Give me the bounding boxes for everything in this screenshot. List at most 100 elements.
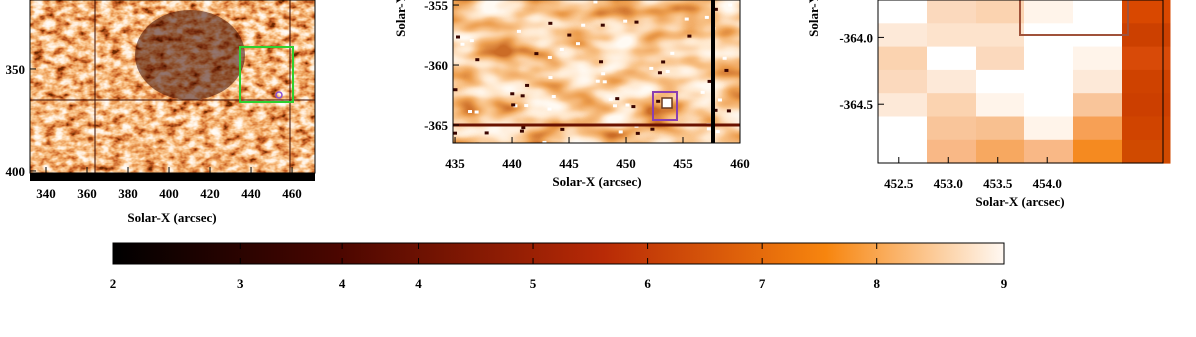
pixel: [475, 58, 480, 62]
pixel: [634, 20, 639, 24]
colorbar-tick-label: 2: [110, 276, 117, 291]
colorbar-tick-label: 8: [873, 276, 880, 291]
pixel: [1122, 23, 1171, 48]
colorbar-tick-label: 6: [644, 276, 651, 291]
y-tick-label: -364.5: [839, 97, 873, 112]
colorbar-tick-label: 4: [339, 276, 346, 291]
pixel: [728, 3, 733, 7]
x-tick-label: 445: [559, 156, 579, 171]
colorbar-tick-label: 3: [237, 276, 244, 291]
pixel: [650, 127, 655, 131]
x-tick-label: 440: [241, 186, 261, 201]
pixel: [525, 83, 530, 87]
pixel: [453, 88, 458, 92]
pixel: [878, 0, 928, 24]
colorbar-tick-label: 4: [415, 276, 422, 291]
pixel: [1122, 46, 1171, 71]
pixel: [704, 15, 709, 19]
pixel: [700, 90, 705, 94]
y-axis-label: Solar-Y: [393, 0, 408, 37]
x-tick-label: 453.5: [983, 176, 1013, 191]
x-tick-label: 460: [282, 186, 302, 201]
colorbar-tick-label: 5: [530, 276, 537, 291]
pixel: [618, 130, 623, 134]
pixel: [878, 23, 928, 48]
pixel: [878, 69, 928, 94]
pixel: [513, 104, 518, 108]
panel-3-image: [878, 0, 1171, 164]
y-axis-label: Solar-Y: [806, 0, 821, 37]
pixel: [927, 116, 977, 141]
pixel: [608, 97, 613, 101]
pixel: [1122, 93, 1171, 117]
pixel: [927, 23, 977, 48]
pixel: [560, 127, 565, 131]
pixel: [601, 72, 606, 76]
pixel: [460, 42, 465, 46]
x-tick-label: 440: [502, 156, 522, 171]
pixel: [927, 46, 977, 71]
pixel: [927, 139, 977, 164]
pixel: [524, 104, 529, 108]
pixel: [927, 93, 977, 117]
pixel: [1024, 139, 1074, 164]
pixel: [717, 98, 722, 102]
pixel: [468, 110, 473, 114]
y-tick-label: -364.0: [839, 30, 873, 45]
pixel: [724, 68, 729, 72]
axes-frame: [29, 0, 316, 174]
pixel: [612, 104, 617, 108]
pixel: [1073, 139, 1123, 164]
pixel: [707, 79, 712, 83]
x-tick-label: 340: [36, 186, 56, 201]
pixel: [976, 46, 1025, 71]
pixel: [649, 66, 654, 70]
pixel: [706, 127, 711, 131]
pixel: [469, 39, 474, 43]
x-tick-label: 453.0: [934, 176, 963, 191]
pixel: [635, 131, 640, 135]
pixel: [1122, 139, 1171, 164]
pixel: [599, 60, 604, 64]
pixel: [521, 126, 526, 130]
panel-2-image: [453, 0, 740, 143]
pixel: [1122, 69, 1171, 94]
pixel: [878, 93, 928, 117]
pixel: [602, 80, 607, 84]
pixel: [625, 103, 630, 107]
pixel: [726, 109, 731, 113]
pixel: [1024, 46, 1074, 71]
x-tick-label: 435: [445, 156, 465, 171]
y-tick-label: 350: [6, 62, 26, 77]
pixel: [534, 52, 539, 56]
pixel: [927, 69, 977, 94]
pixel: [456, 35, 461, 39]
pixel: [722, 56, 727, 60]
x-tick-label: 380: [118, 186, 138, 201]
pixel: [1122, 0, 1171, 24]
x-axis-label: Solar-X (arcsec): [127, 210, 216, 225]
pixel: [519, 129, 524, 133]
selection-box: [1019, 0, 1129, 36]
y-tick-label: -355: [424, 0, 448, 13]
pixel: [684, 17, 689, 21]
pixel: [927, 0, 977, 24]
pixel: [661, 60, 666, 64]
pixel: [976, 93, 1025, 117]
pixel: [976, 23, 1025, 48]
x-tick-label: 400: [159, 186, 179, 201]
pixel: [581, 23, 586, 27]
x-axis-label: Solar-X (arcsec): [552, 174, 641, 189]
pixel: [878, 139, 928, 164]
pixel: [600, 23, 605, 27]
pixel: [547, 107, 552, 111]
x-tick-label: 460: [730, 156, 750, 171]
pixel: [516, 29, 521, 33]
pixel: [542, 140, 547, 143]
pixel: [575, 42, 580, 46]
x-tick-label: 360: [77, 186, 97, 201]
pixel: [548, 21, 553, 25]
pixel: [559, 47, 564, 51]
x-tick-label: 455: [673, 156, 693, 171]
